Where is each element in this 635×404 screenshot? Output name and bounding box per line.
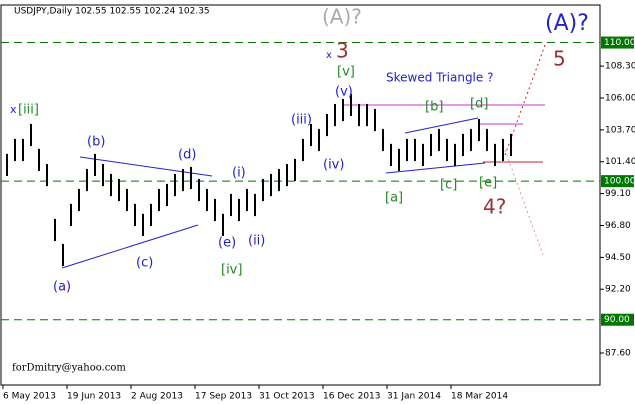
wave-label: (A)?	[322, 5, 362, 29]
plot-frame	[0, 4, 601, 386]
wave-label: 4?	[483, 195, 506, 219]
wave-label: [iv]	[221, 263, 242, 278]
wave-label: x	[326, 50, 332, 61]
x-tick-label: 16 Dec 2013	[323, 392, 381, 402]
wave-label: (e)	[218, 236, 236, 251]
trend-line	[385, 162, 486, 174]
x-tick-label: 17 Sep 2013	[195, 392, 252, 402]
wave-label: Skewed Triangle ?	[386, 71, 493, 85]
level-label: 100.00	[604, 177, 635, 187]
wave-label: [d]	[470, 97, 488, 112]
wave-label: [e]	[479, 176, 497, 191]
y-tick-label: 94.50	[605, 253, 631, 263]
wave-label: (c)	[136, 256, 153, 271]
wave-label: (i)	[232, 166, 246, 181]
y-tick-label: 108.30	[605, 62, 635, 72]
x-tick-label: 2 Aug 2013	[131, 392, 183, 402]
x-tick-label: 31 Oct 2013	[259, 392, 315, 402]
wave-label: [c]	[440, 178, 457, 193]
trend-line	[404, 117, 479, 134]
wave-label: [iii]	[18, 103, 39, 118]
watermark: forDmitry@yahoo.com	[12, 363, 126, 374]
level-label-box	[601, 313, 634, 326]
level-label: 90.00	[604, 315, 630, 325]
level-label: 110.00	[604, 38, 635, 48]
level-label-box	[601, 175, 634, 188]
y-tick-label: 99.10	[605, 189, 631, 199]
x-tick-label: 31 Jan 2014	[387, 392, 441, 402]
y-tick-label: 92.20	[605, 285, 631, 295]
y-tick-label: 103.70	[605, 125, 635, 135]
wave-label: x	[10, 103, 17, 116]
x-tick-label: 18 Mar 2014	[451, 392, 508, 402]
wave-label: (b)	[87, 135, 105, 150]
x-tick-label: 6 May 2013	[3, 392, 56, 402]
y-tick-label: 96.80	[605, 221, 631, 231]
projection-line	[504, 149, 544, 256]
wave-label: (iii)	[291, 113, 312, 128]
wave-label: (a)	[53, 280, 71, 295]
chart-header: USDJPY,Daily 102.55 102.55 102.24 102.35	[14, 7, 210, 17]
wave-label: [v]	[337, 65, 355, 80]
wave-label: 3	[336, 39, 349, 63]
x-tick-label: 19 Jun 2013	[67, 392, 121, 402]
wave-label: 5	[553, 47, 566, 71]
wave-label: (v)	[335, 85, 353, 100]
level-label-box	[601, 36, 634, 49]
wave-label: (ii)	[248, 234, 265, 249]
wave-label: [b]	[425, 100, 443, 115]
y-tick-label: 87.60	[605, 348, 631, 358]
wave-label: (A)?	[545, 11, 589, 36]
y-tick-label: 101.40	[605, 157, 635, 167]
y-tick-label: 106.00	[605, 93, 635, 103]
wave-label: [a]	[385, 191, 403, 206]
wave-label: (d)	[178, 148, 196, 163]
wave-label: (iv)	[323, 158, 344, 173]
trend-line	[61, 224, 199, 269]
